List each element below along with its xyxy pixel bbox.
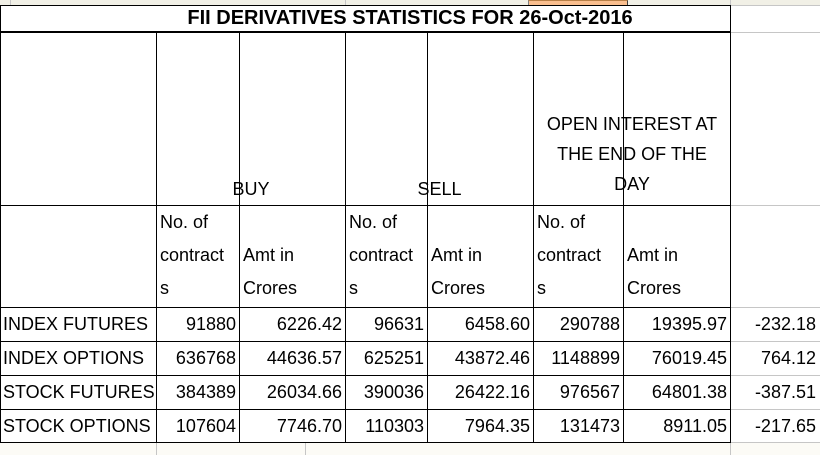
table-border <box>427 33 428 442</box>
cell-net-amount[interactable]: -217.65 <box>754 415 816 436</box>
cell-oi-amount[interactable]: 64801.38 <box>651 382 727 402</box>
cell-sell-contracts[interactable]: 110303 <box>365 415 424 436</box>
cell-sell-contracts[interactable]: 96631 <box>373 314 424 334</box>
cell-net-amount[interactable]: -232.18 <box>754 314 816 334</box>
partial-row-below <box>0 443 820 455</box>
table-border <box>0 5 730 6</box>
grid-line <box>731 341 820 342</box>
table-border <box>156 33 157 442</box>
grid-line <box>731 5 820 6</box>
table-border <box>0 31 730 33</box>
cell-sell-amount[interactable]: 7964.35 <box>464 415 530 436</box>
cell-sell-amount[interactable]: 6458.60 <box>464 314 530 334</box>
table-border <box>0 442 730 443</box>
table-border <box>623 33 624 442</box>
partial-row-above <box>0 0 820 5</box>
title-cell[interactable]: FII DERIVATIVES STATISTICS FOR 26-Oct-20… <box>187 7 633 29</box>
row-stock-options: STOCK OPTIONS 107604 7746.70 110303 7964… <box>0 410 820 442</box>
cell-sell-amount[interactable]: 26422.16 <box>454 382 530 402</box>
cell-oi-contracts[interactable]: 131473 <box>559 415 620 436</box>
header-open-interest-cell[interactable]: OPEN INTEREST AT THE END OF THE DAY <box>546 114 718 194</box>
grid-line <box>730 0 731 5</box>
highlighted-cell[interactable] <box>528 0 628 5</box>
cell-net-amount[interactable]: -387.51 <box>754 382 816 402</box>
grid-line <box>731 32 820 33</box>
row-index-futures: INDEX FUTURES 91880 6226.42 96631 6458.6… <box>0 308 820 341</box>
table-border <box>0 205 730 206</box>
grid-line <box>305 443 306 455</box>
cell-buy-amount[interactable]: 44636.57 <box>266 348 342 368</box>
header-sell-cell[interactable]: SELL <box>417 179 462 199</box>
cell-oi-contracts[interactable]: 290788 <box>559 314 620 334</box>
subheader-oi-amount[interactable]: Amt in Crores <box>627 245 682 298</box>
cell-buy-contracts[interactable]: 636768 <box>175 348 236 368</box>
table-border <box>0 5 1 443</box>
table-border <box>239 33 240 442</box>
grid-line <box>730 443 731 455</box>
row-index-options: INDEX OPTIONS 636768 44636.57 625251 438… <box>0 342 820 375</box>
table-border <box>0 341 730 342</box>
cell-label[interactable]: INDEX OPTIONS <box>3 348 145 368</box>
subheader-buy-contracts[interactable]: No. of contract s <box>160 212 225 298</box>
cell-sell-contracts[interactable]: 625251 <box>363 348 424 368</box>
cell-buy-contracts[interactable]: 384389 <box>175 382 236 402</box>
cell-oi-amount[interactable]: 19395.97 <box>651 314 727 334</box>
subheader-oi-contracts[interactable]: No. of contract s <box>537 212 602 298</box>
cell-buy-contracts[interactable]: 107604 <box>175 415 236 436</box>
cell-oi-contracts[interactable]: 1148899 <box>551 348 620 368</box>
grid-line <box>731 409 820 410</box>
cell-buy-amount[interactable]: 26034.66 <box>266 382 342 402</box>
header-buy-cell[interactable]: BUY <box>232 179 270 199</box>
cell-oi-amount[interactable]: 76019.45 <box>651 348 727 368</box>
subheader-sell-contracts[interactable]: No. of contract s <box>349 212 414 298</box>
grid-line <box>10 0 11 5</box>
grid-line <box>731 307 820 308</box>
cell-buy-amount[interactable]: 6226.42 <box>276 314 342 334</box>
grid-line <box>731 442 820 443</box>
subheader-sell-amount[interactable]: Amt in Crores <box>431 245 486 298</box>
cell-oi-contracts[interactable]: 976567 <box>559 382 620 402</box>
table-border <box>730 5 731 443</box>
cell-label[interactable]: STOCK FUTURES <box>3 382 155 402</box>
row-stock-futures: STOCK FUTURES 384389 26034.66 390036 264… <box>0 376 820 409</box>
subheader-buy-amount[interactable]: Amt in Crores <box>243 245 298 298</box>
cell-label[interactable]: STOCK OPTIONS <box>3 415 151 436</box>
cell-sell-amount[interactable]: 43872.46 <box>454 348 530 368</box>
table-border <box>533 33 534 442</box>
cell-sell-contracts[interactable]: 390036 <box>363 382 424 402</box>
grid-line <box>731 375 820 376</box>
table-border <box>0 307 730 308</box>
table-border <box>0 375 730 376</box>
grid-line <box>731 205 820 206</box>
table-border <box>0 409 730 410</box>
cell-buy-contracts[interactable]: 91880 <box>185 314 236 334</box>
cell-oi-amount[interactable]: 8911.05 <box>663 415 727 436</box>
cell-net-amount[interactable]: 764.12 <box>760 348 816 368</box>
grid-line <box>345 0 346 5</box>
table-border <box>345 33 346 442</box>
cell-label[interactable]: INDEX FUTURES <box>3 314 149 334</box>
cell-buy-amount[interactable]: 7746.70 <box>276 415 342 436</box>
grid-line <box>156 443 157 455</box>
